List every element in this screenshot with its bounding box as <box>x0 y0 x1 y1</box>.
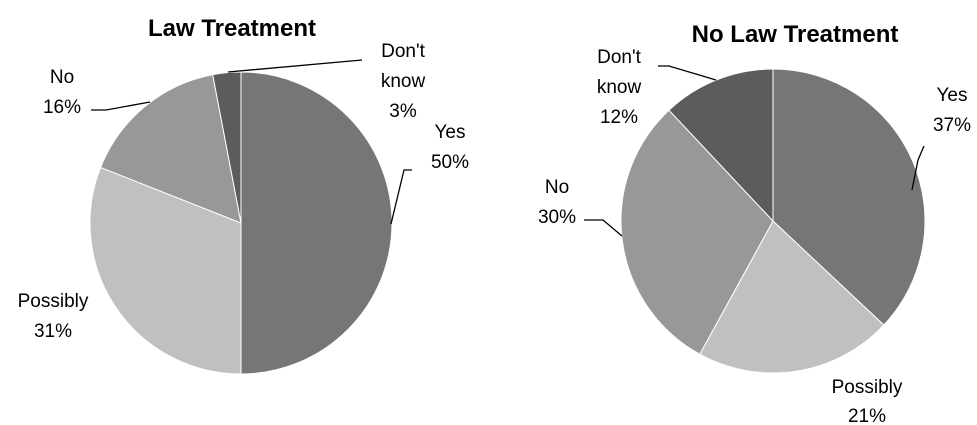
slice-label-possibly-name: Possibly <box>832 377 903 398</box>
leader-lines <box>91 59 412 225</box>
slice-label-dont-know-percent: 3% <box>389 101 417 122</box>
slice-label-possibly-name: Possibly <box>18 291 89 312</box>
leader-line-dont-know <box>658 65 717 81</box>
pie-slice-possibly <box>89 166 242 375</box>
slice-label-yes-percent: 37% <box>933 115 971 136</box>
pie-slice-don-t-know <box>212 71 242 224</box>
pie-slice-no <box>620 109 774 355</box>
slice-label-no: No 30% <box>538 177 576 228</box>
leader-line-no <box>584 219 623 237</box>
slice-label-dont-know-line2: know <box>597 77 642 98</box>
slice-label-dont-know: Don't know 12% <box>597 47 642 128</box>
leader-line-yes <box>911 145 925 191</box>
slice-label-no-name: No <box>545 177 569 198</box>
leader-line-dont-know <box>227 59 363 73</box>
slice-label-possibly-percent: 21% <box>848 406 886 425</box>
slice-label-yes-name: Yes <box>937 85 968 106</box>
slice-label-no-percent: 30% <box>538 207 576 228</box>
pie-slices <box>620 68 926 374</box>
slice-label-possibly: Possibly 21% <box>832 377 903 425</box>
chart-title: No Law Treatment <box>692 21 899 48</box>
leader-line-no <box>91 101 151 111</box>
slice-label-no: No 16% <box>43 67 81 118</box>
pie-slices <box>89 71 393 375</box>
slice-label-no-percent: 16% <box>43 97 81 118</box>
slice-label-dont-know-line1: Don't <box>597 47 641 68</box>
slice-label-dont-know-percent: 12% <box>600 107 638 128</box>
slice-label-dont-know-line1: Don't <box>381 41 425 62</box>
pie-slice-no <box>99 74 242 224</box>
pie-slice-possibly <box>699 220 885 374</box>
slice-label-yes-name: Yes <box>435 122 466 143</box>
leader-line-yes <box>390 169 412 225</box>
pie-slice-yes <box>772 68 926 326</box>
slice-label-yes: Yes 37% <box>933 85 971 136</box>
slice-label-yes: Yes 50% <box>431 122 469 173</box>
pie-slice-yes <box>240 71 393 375</box>
slice-label-dont-know: Don't know 3% <box>381 41 426 122</box>
pie-chart-no-law-treatment: No Law Treatment Yes 37% Possibly 21% No… <box>538 21 971 425</box>
slice-label-no-name: No <box>50 67 74 88</box>
slice-label-dont-know-line2: know <box>381 71 426 92</box>
leader-lines <box>584 65 925 237</box>
pie-chart-law-treatment: Law Treatment Yes 50% Possibly 31% No 16… <box>18 15 469 375</box>
chart-title: Law Treatment <box>148 15 316 42</box>
slice-label-possibly-percent: 31% <box>34 321 72 342</box>
slice-label-yes-percent: 50% <box>431 152 469 173</box>
slice-label-possibly: Possibly 31% <box>18 291 89 342</box>
pie-slice-don-t-know <box>668 68 774 223</box>
